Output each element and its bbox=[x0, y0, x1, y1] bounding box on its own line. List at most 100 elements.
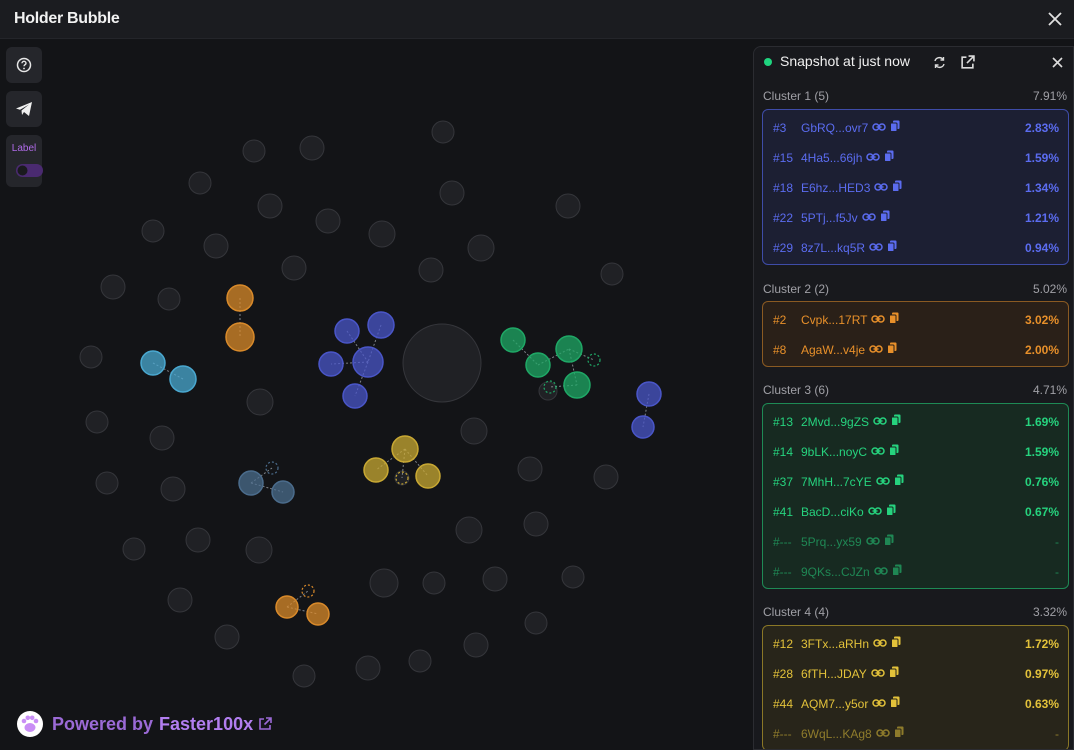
holder-address[interactable]: AQM7...y5or bbox=[801, 697, 869, 711]
holder-bubble[interactable] bbox=[561, 565, 585, 589]
cluster-holder-bubble[interactable] bbox=[563, 371, 591, 399]
link-icon[interactable] bbox=[869, 241, 883, 253]
copy-icon[interactable] bbox=[889, 666, 899, 678]
holder-bubble[interactable] bbox=[245, 536, 273, 564]
cluster-holder-bubble[interactable] bbox=[275, 595, 299, 619]
holder-bubble[interactable] bbox=[203, 233, 229, 259]
holder-bubble[interactable] bbox=[455, 516, 483, 544]
holder-bubble[interactable] bbox=[593, 464, 619, 490]
copy-icon[interactable] bbox=[894, 474, 904, 486]
cluster-holder-bubble[interactable] bbox=[395, 471, 409, 485]
holder-row[interactable]: #3 GbRQ...ovr7 2.83% bbox=[763, 113, 1068, 143]
holder-bubble[interactable] bbox=[79, 345, 103, 369]
holder-address[interactable]: 6WqL...KAg8 bbox=[801, 727, 872, 741]
cluster-holder-bubble[interactable] bbox=[631, 415, 655, 439]
holder-bubble[interactable] bbox=[418, 257, 444, 283]
holder-row[interactable]: #44 AQM7...y5or 0.63% bbox=[763, 689, 1068, 719]
holder-bubble[interactable] bbox=[315, 208, 341, 234]
holder-bubble[interactable] bbox=[160, 476, 186, 502]
copy-icon[interactable] bbox=[889, 312, 899, 324]
holder-bubble[interactable] bbox=[167, 587, 193, 613]
link-icon[interactable] bbox=[876, 727, 890, 739]
holder-bubble[interactable] bbox=[157, 287, 181, 311]
telegram-button[interactable] bbox=[6, 91, 42, 127]
holder-row[interactable]: #41 BacD...ciKo 0.67% bbox=[763, 497, 1068, 527]
holder-address[interactable]: 2Mvd...9gZS bbox=[801, 415, 870, 429]
holder-address[interactable]: 5Prq...yx59 bbox=[801, 535, 862, 549]
cluster-holder-bubble[interactable] bbox=[587, 353, 601, 367]
link-icon[interactable] bbox=[866, 535, 880, 547]
holder-row[interactable]: #--- 5Prq...yx59 - bbox=[763, 527, 1068, 557]
cluster-holder-bubble[interactable] bbox=[226, 284, 254, 312]
copy-icon[interactable] bbox=[886, 504, 896, 516]
cluster-holder-bubble[interactable] bbox=[543, 380, 557, 394]
cluster-holder-bubble[interactable] bbox=[265, 461, 279, 475]
holder-bubble[interactable] bbox=[95, 471, 119, 495]
holder-address[interactable]: 5PTj...f5Jv bbox=[801, 211, 858, 225]
copy-icon[interactable] bbox=[890, 120, 900, 132]
holder-address[interactable]: 9bLK...noyC bbox=[801, 445, 868, 459]
holder-bubble[interactable] bbox=[482, 566, 508, 592]
copy-icon[interactable] bbox=[884, 534, 894, 546]
cluster-holder-bubble[interactable] bbox=[342, 383, 368, 409]
holder-bubble[interactable] bbox=[517, 456, 543, 482]
holder-bubble[interactable] bbox=[402, 323, 482, 403]
holder-row[interactable]: #29 8z7L...kq5R 0.94% bbox=[763, 233, 1068, 263]
cluster-holder-bubble[interactable] bbox=[391, 435, 419, 463]
holder-bubble[interactable] bbox=[100, 274, 126, 300]
link-icon[interactable] bbox=[871, 313, 885, 325]
holder-row[interactable]: #2 Cvpk...17RT 3.02% bbox=[763, 305, 1068, 335]
link-icon[interactable] bbox=[871, 667, 885, 679]
holder-bubble[interactable] bbox=[523, 511, 549, 537]
powered-by-banner[interactable]: Powered by Faster100x bbox=[16, 710, 272, 738]
brand-link[interactable]: Faster100x bbox=[159, 713, 254, 734]
cluster-holder-bubble[interactable] bbox=[140, 350, 166, 376]
holder-bubble[interactable] bbox=[214, 624, 240, 650]
copy-icon[interactable] bbox=[887, 342, 897, 354]
refresh-button[interactable] bbox=[930, 53, 948, 71]
cluster-holder-bubble[interactable] bbox=[500, 327, 526, 353]
holder-bubble[interactable] bbox=[188, 171, 212, 195]
cluster-holder-bubble[interactable] bbox=[271, 480, 295, 504]
holder-bubble[interactable] bbox=[355, 655, 381, 681]
holder-bubble[interactable] bbox=[292, 664, 316, 688]
help-button[interactable] bbox=[6, 47, 42, 83]
holder-row[interactable]: #18 E6hz...HED3 1.34% bbox=[763, 173, 1068, 203]
close-window-button[interactable] bbox=[1044, 8, 1066, 30]
bubble-graph[interactable] bbox=[0, 40, 750, 750]
holder-bubble[interactable] bbox=[422, 571, 446, 595]
holder-bubble[interactable] bbox=[242, 139, 266, 163]
cluster-holder-bubble[interactable] bbox=[636, 381, 662, 407]
holder-row[interactable]: #22 5PTj...f5Jv 1.21% bbox=[763, 203, 1068, 233]
holder-bubble[interactable] bbox=[368, 220, 396, 248]
link-icon[interactable] bbox=[871, 445, 885, 457]
holder-bubble[interactable] bbox=[369, 568, 399, 598]
holder-address[interactable]: 8z7L...kq5R bbox=[801, 241, 866, 255]
cluster-holder-bubble[interactable] bbox=[363, 457, 389, 483]
holder-address[interactable]: 3FTx...aRHn bbox=[801, 637, 870, 651]
holder-address[interactable]: AgaW...v4je bbox=[801, 343, 866, 357]
copy-icon[interactable] bbox=[892, 180, 902, 192]
holder-address[interactable]: 9QKs...CJZn bbox=[801, 565, 870, 579]
cluster-holder-bubble[interactable] bbox=[367, 311, 395, 339]
holder-bubble[interactable] bbox=[185, 527, 211, 553]
holder-bubble[interactable] bbox=[460, 417, 488, 445]
holder-bubble[interactable] bbox=[246, 388, 274, 416]
link-icon[interactable] bbox=[866, 151, 880, 163]
holder-address[interactable]: BacD...ciKo bbox=[801, 505, 864, 519]
holder-row[interactable]: #8 AgaW...v4je 2.00% bbox=[763, 335, 1068, 365]
copy-icon[interactable] bbox=[891, 636, 901, 648]
cluster-holder-bubble[interactable] bbox=[306, 602, 330, 626]
link-icon[interactable] bbox=[872, 697, 886, 709]
link-icon[interactable] bbox=[872, 121, 886, 133]
holder-bubble[interactable] bbox=[149, 425, 175, 451]
copy-icon[interactable] bbox=[891, 414, 901, 426]
cluster-holder-bubble[interactable] bbox=[238, 470, 264, 496]
holder-row[interactable]: #15 4Ha5...66jh 1.59% bbox=[763, 143, 1068, 173]
cluster-holder-bubble[interactable] bbox=[334, 318, 360, 344]
holder-address[interactable]: 6fTH...JDAY bbox=[801, 667, 867, 681]
cluster-holder-bubble[interactable] bbox=[415, 463, 441, 489]
holder-bubble[interactable] bbox=[141, 219, 165, 243]
holder-bubble[interactable] bbox=[463, 632, 489, 658]
close-panel-button[interactable] bbox=[1048, 53, 1066, 71]
